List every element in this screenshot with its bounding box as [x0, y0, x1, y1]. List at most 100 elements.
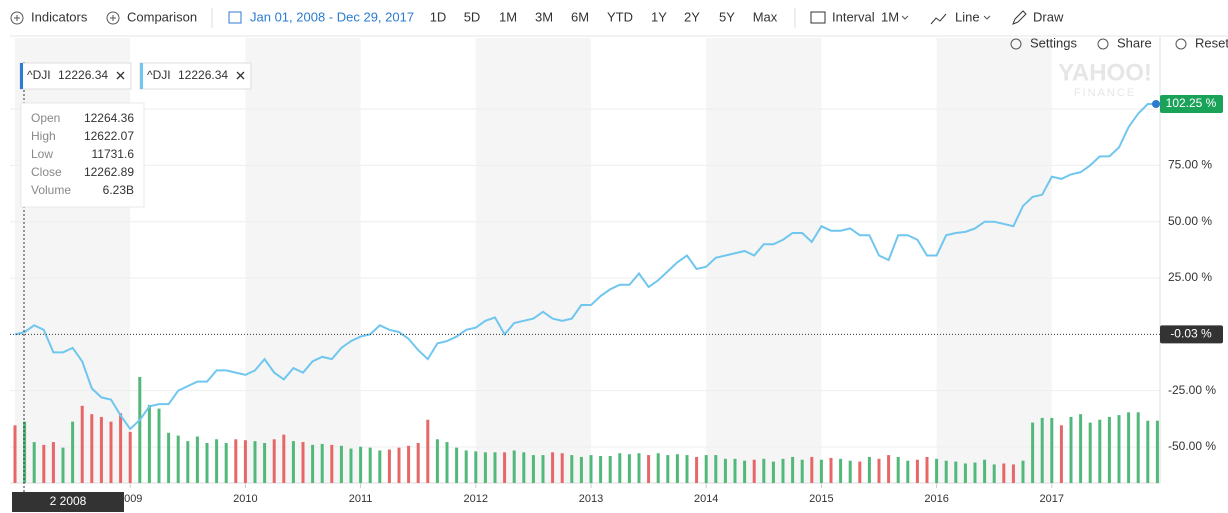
x-tick-label: 2012: [464, 493, 488, 505]
range-button[interactable]: 1M: [499, 9, 517, 24]
action-button[interactable]: Settings: [1030, 35, 1077, 50]
y-tick-label: 75.00 %: [1168, 158, 1212, 172]
legend-symbol: ^DJI: [147, 68, 171, 82]
x-tick-label: 2010: [233, 493, 257, 505]
volume-bar: [339, 445, 343, 483]
tooltip-value: 12262.89: [84, 165, 134, 179]
x-tick-label: 2013: [579, 493, 603, 505]
range-button[interactable]: 1Y: [651, 9, 667, 24]
volume-bar: [848, 460, 852, 483]
chevron: [983, 15, 991, 20]
volume-bar: [253, 441, 257, 483]
toolbar: Indicators Comparison Jan 01, 2008 - Dec…: [10, 8, 1228, 37]
y-tick-label: 50.00 %: [1168, 214, 1212, 228]
volume-bar: [61, 447, 65, 483]
value-badge: [1160, 95, 1223, 114]
icon: [1097, 38, 1109, 50]
volume-bar: [906, 460, 910, 483]
volume-bar: [234, 439, 238, 483]
close-icon[interactable]: [236, 71, 245, 80]
interval-value[interactable]: 1M: [881, 9, 899, 24]
legend-value: 12226.34: [178, 68, 228, 82]
volume-bar: [311, 444, 315, 483]
icon: [930, 13, 947, 25]
range-button[interactable]: YTD: [607, 9, 633, 24]
volume-bar: [147, 404, 151, 483]
volume-bar: [426, 419, 430, 483]
volume-bar: [743, 460, 747, 483]
legend-chip[interactable]: [139, 62, 252, 90]
icon: [810, 11, 826, 24]
volume-bar: [627, 454, 631, 483]
volume-bar: [800, 459, 804, 483]
indicators-button[interactable]: Indicators: [31, 9, 88, 24]
volume-bar: [531, 455, 535, 483]
volume-bar: [579, 456, 583, 483]
close-icon[interactable]: [116, 71, 125, 80]
volume-bar: [618, 453, 622, 483]
icon: [14, 15, 20, 21]
y-tick-label: 25.00 %: [1168, 270, 1212, 284]
value-badge-label: 102.25 %: [1166, 96, 1217, 110]
range-button[interactable]: 6M: [571, 9, 589, 24]
volume-bar: [839, 458, 843, 483]
volume-bar: [1136, 412, 1140, 483]
volume-bar: [243, 440, 247, 483]
action-button[interactable]: Reset: [1195, 35, 1228, 50]
range-button[interactable]: 5D: [464, 9, 481, 24]
volume-bar: [1088, 422, 1092, 483]
volume-bar: [1155, 420, 1159, 483]
range-button[interactable]: 1D: [430, 9, 447, 24]
value-badge-label: -0.03 %: [1170, 327, 1212, 341]
date-range[interactable]: Jan 01, 2008 - Dec 29, 2017: [250, 9, 414, 24]
volume-bar: [858, 461, 862, 483]
range-button[interactable]: 5Y: [719, 9, 735, 24]
year-band: [245, 38, 361, 483]
volume-bar: [992, 464, 996, 483]
interval-button[interactable]: Interval: [832, 9, 875, 24]
year-band: [936, 38, 1052, 483]
volume-bar: [368, 447, 372, 483]
chart-type-button[interactable]: Line: [955, 9, 980, 24]
tooltip-label: Volume: [31, 183, 71, 197]
tooltip-value: 12622.07: [84, 129, 134, 143]
volume-bar: [483, 452, 487, 483]
volume-bar: [157, 408, 161, 483]
volume-bar: [445, 442, 449, 483]
volume-bar: [13, 425, 17, 483]
volume-bar: [167, 432, 171, 483]
volume-bar: [90, 414, 94, 483]
tooltip-value: 12264.36: [84, 111, 134, 125]
volume-bar: [551, 452, 555, 483]
draw-button[interactable]: Draw: [1033, 9, 1064, 24]
range-button[interactable]: Max: [753, 9, 778, 24]
price-line: [14, 103, 1158, 431]
range-button[interactable]: 3M: [535, 9, 553, 24]
legend-color: [140, 63, 143, 89]
volume-bar: [704, 455, 708, 483]
volume-bar: [291, 441, 295, 483]
icon: [1012, 10, 1027, 25]
volume-bar: [397, 447, 401, 483]
volume-bar: [359, 446, 363, 483]
volume-bar: [647, 455, 651, 483]
volume-bar: [32, 442, 36, 483]
volume-bar: [512, 450, 516, 483]
volume-bar: [42, 444, 46, 483]
volume-bar: [1011, 464, 1015, 483]
volume-bar: [685, 455, 689, 483]
comparison-button[interactable]: Comparison: [127, 9, 197, 24]
plot: -50.00 %-25.00 %25.00 %50.00 %75.00 %100…: [10, 37, 1219, 505]
year-band: [706, 38, 822, 483]
volume-bar: [80, 405, 84, 483]
volume-bar: [1146, 420, 1150, 483]
volume-bar: [330, 444, 334, 483]
volume-bar: [973, 462, 977, 483]
action-button[interactable]: Share: [1117, 35, 1152, 50]
volume-bar: [1050, 417, 1054, 483]
volume-bar: [1002, 463, 1006, 483]
tooltip-value: 11731.6: [92, 147, 135, 161]
range-button[interactable]: 2Y: [684, 9, 700, 24]
volume-bar: [877, 458, 881, 483]
volume-bar: [915, 459, 919, 483]
